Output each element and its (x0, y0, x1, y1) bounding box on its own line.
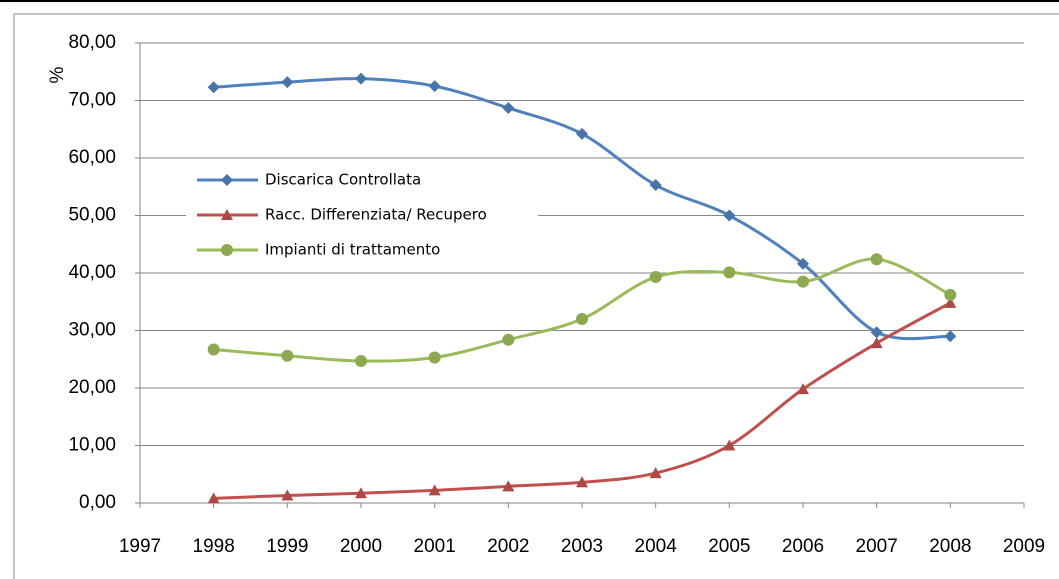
x-tick-label: 1999 (266, 536, 308, 557)
x-tick-label: 2007 (856, 536, 898, 557)
y-tick-label: 30,00 (68, 320, 116, 341)
marker (944, 330, 957, 343)
marker (207, 343, 220, 356)
marker (221, 174, 233, 186)
x-tick-label: 2006 (782, 536, 824, 557)
marker (649, 179, 662, 192)
marker (428, 80, 441, 93)
marker (576, 476, 588, 488)
marker (797, 383, 809, 395)
y-tick-label: 0,00 (79, 492, 116, 513)
marker (428, 484, 441, 496)
marker (944, 288, 957, 301)
marker (870, 326, 883, 339)
y-tick-label: 40,00 (68, 262, 116, 283)
x-tick-label: 2004 (635, 536, 678, 557)
marker (355, 487, 367, 499)
marker (649, 271, 662, 284)
marker (281, 76, 294, 89)
x-tick-label: 2001 (414, 536, 456, 557)
y-tick-label: 80,00 (68, 32, 116, 53)
marker (870, 337, 883, 349)
marker (221, 209, 233, 220)
marker (221, 244, 233, 256)
x-tick-label: 1998 (193, 536, 235, 557)
marker (502, 333, 515, 346)
y-tick-label: 70,00 (68, 90, 116, 111)
marker (944, 296, 957, 308)
marker (502, 101, 515, 114)
marker (723, 266, 736, 279)
marker (207, 492, 220, 504)
y-axis-label: % (47, 66, 68, 83)
y-tick-label: 20,00 (68, 377, 116, 398)
y-tick-label: 60,00 (68, 147, 116, 168)
marker (723, 439, 736, 451)
marker (576, 313, 588, 325)
x-tick-label: 2009 (1003, 536, 1045, 557)
marker (576, 127, 588, 140)
marker (797, 275, 809, 288)
marker (797, 257, 809, 270)
x-tick-label: 2005 (708, 536, 750, 557)
x-tick-label: 2000 (340, 536, 382, 557)
marker (723, 209, 736, 222)
x-tick-label: 2002 (487, 536, 529, 557)
x-tick-label: 2008 (929, 536, 971, 557)
marker (355, 72, 367, 85)
legend-label: Discarica Controllata (265, 171, 421, 189)
series-line (213, 301, 952, 500)
marker (428, 351, 441, 364)
series-line (213, 77, 951, 341)
marker (355, 354, 367, 367)
marker (281, 489, 294, 501)
y-tick-label: 50,00 (68, 205, 116, 226)
marker (649, 467, 662, 479)
x-tick-label: 2003 (561, 536, 603, 557)
plot: Discarica Controllata Racc. Differenziata… (186, 72, 957, 504)
legend-label: Racc. Differenziata/ Recupero (265, 206, 487, 224)
legend-label: Impianti di trattamento (265, 241, 440, 259)
marker (207, 81, 220, 94)
marker (281, 349, 294, 362)
marker (502, 480, 515, 492)
y-tick-label: 10,00 (68, 435, 116, 456)
x-tick-label: 1997 (119, 536, 161, 557)
marker (870, 253, 883, 266)
